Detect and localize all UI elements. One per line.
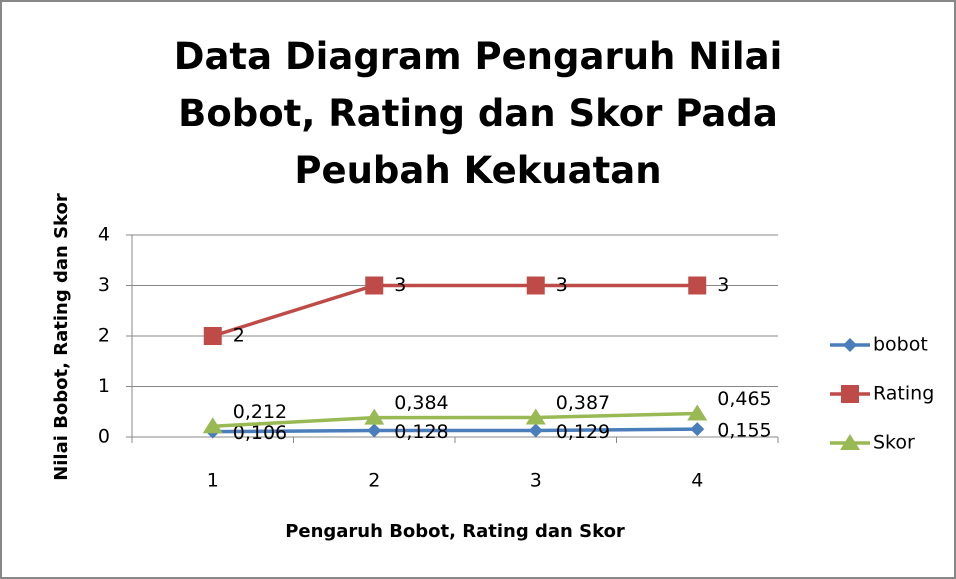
x-tick-label: 2	[368, 470, 380, 492]
x-tick-label: 4	[691, 470, 703, 492]
series-line	[212, 427, 698, 434]
x-axis-label: Pengaruh Bobot, Rating dan Skor	[285, 521, 625, 542]
data-label: 3	[556, 274, 568, 296]
marker	[203, 327, 222, 345]
marker	[690, 422, 705, 437]
data-label: 0,106	[233, 422, 287, 444]
y-axis-label: Nilai Bobot, Rating dan Skor	[51, 193, 72, 481]
y-tick-label: 4	[98, 224, 110, 246]
y-tick-label: 3	[98, 274, 110, 296]
marker	[525, 408, 546, 425]
data-label: 0,387	[556, 392, 610, 414]
series-line	[212, 411, 698, 429]
data-label: 0,128	[394, 421, 448, 443]
data-label: 3	[394, 274, 406, 296]
data-label: 2	[233, 325, 245, 347]
data-label: 0,129	[556, 421, 610, 443]
legend-label: bobot	[873, 334, 928, 356]
data-label: 0,465	[717, 388, 771, 410]
marker	[367, 423, 382, 438]
marker	[840, 434, 860, 450]
x-tick-label: 1	[207, 470, 219, 492]
marker	[365, 276, 384, 295]
marker	[202, 417, 223, 434]
y-tick-label: 2	[98, 325, 110, 347]
marker	[364, 408, 385, 425]
data-label: 0,384	[394, 392, 448, 414]
data-label: 3	[717, 274, 729, 296]
marker	[688, 276, 707, 295]
data-label: 0,212	[233, 401, 287, 423]
marker	[841, 385, 859, 403]
y-tick-label: 1	[98, 375, 110, 397]
marker	[528, 423, 543, 438]
chart-title: Data Diagram Pengaruh Nilai Bobot, Ratin…	[173, 35, 783, 192]
marker	[687, 404, 708, 421]
marker	[526, 276, 545, 295]
y-tick-label: 0	[98, 426, 110, 448]
marker	[843, 338, 857, 352]
data-label: 0,155	[717, 420, 771, 442]
x-tick-label: 3	[530, 470, 542, 492]
legend-label: Rating	[873, 383, 934, 405]
legend-label: Skor	[873, 432, 915, 454]
series-line	[212, 283, 698, 338]
